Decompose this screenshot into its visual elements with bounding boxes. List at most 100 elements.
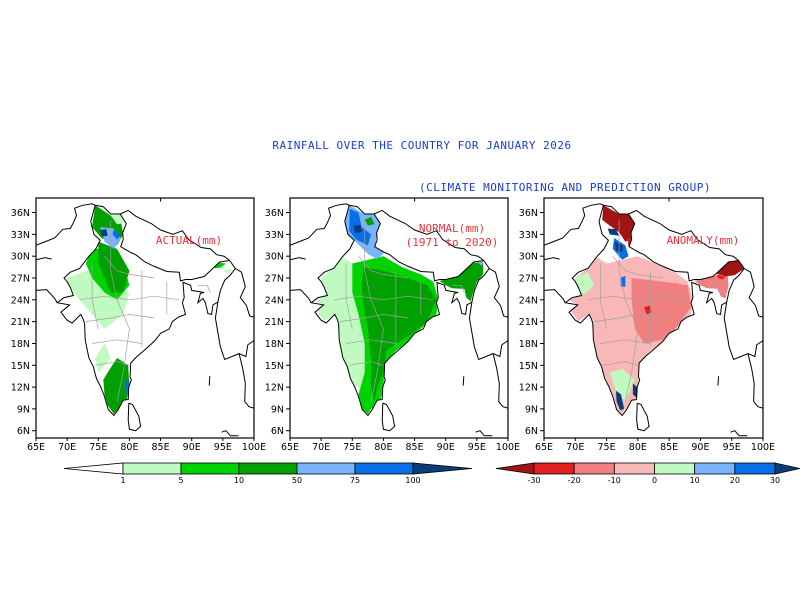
state-line: [587, 295, 688, 301]
y-tick-label: 12N: [265, 383, 284, 394]
x-tick-label: 70E: [58, 442, 76, 453]
state-line: [95, 361, 130, 366]
y-tick-label: 36N: [11, 208, 30, 219]
state-line: [603, 361, 638, 366]
y-tick-label: 15N: [519, 361, 538, 372]
y-tick-label: 6N: [271, 426, 284, 437]
field-region: [607, 228, 620, 236]
country-border: [290, 289, 312, 303]
country-border: [628, 209, 739, 261]
x-tick-label: 75E: [598, 442, 616, 453]
state-boundaries: [587, 219, 720, 402]
country-border: [544, 203, 604, 246]
field-region: [609, 368, 635, 402]
country-border: [373, 209, 485, 261]
country-border: [462, 376, 465, 386]
y-tick-label: 24N: [11, 295, 30, 306]
panel-label: ACTUAL(mm): [156, 234, 222, 247]
rainfall-field: [67, 205, 232, 414]
country-border: [717, 376, 720, 386]
y-tick-label: 12N: [519, 383, 538, 394]
y-tick-label: 27N: [11, 274, 30, 285]
state-line: [364, 219, 384, 402]
country-border: [290, 203, 350, 246]
colorbar-label: 20: [730, 476, 740, 485]
y-tick-label: 18N: [265, 339, 284, 350]
x-tick-label: 65E: [281, 442, 299, 453]
state-line: [91, 263, 99, 329]
state-line: [110, 219, 130, 402]
field-region: [361, 267, 437, 402]
map-panel-actual: 36N 33N 30N 27N 24N 21N 18N 15N 12N 9N 6N 65E 70E 75E…: [11, 197, 266, 453]
country-border: [214, 301, 254, 409]
state-line: [600, 339, 651, 344]
colorbar-box: [180, 462, 240, 475]
colorbar-label: 1: [120, 476, 125, 485]
country-border: [290, 257, 306, 261]
x-tick-label: 85E: [660, 442, 678, 453]
map-panel-anomaly: 36N 33N 30N 27N 24N 21N 18N 15N 12N 9N 6N 65E 70E 75E…: [519, 197, 775, 453]
state-line: [333, 295, 434, 301]
colorbar-box: [654, 462, 696, 475]
colorbar-label: 0: [652, 476, 657, 485]
y-tick-label: 18N: [519, 339, 538, 350]
x-tick-label: 95E: [723, 442, 741, 453]
panel-label: (1971 to 2020): [406, 236, 499, 249]
y-tick-label: 9N: [525, 404, 538, 415]
map-panel-normal: 36N 33N 30N 27N 24N 21N 18N 15N 12N 9N 6N 65E 70E 75E…: [265, 197, 520, 453]
field-region: [632, 383, 638, 398]
x-tick-label: 90E: [183, 442, 201, 453]
field-region: [95, 343, 111, 373]
y-tick-label: 6N: [525, 426, 538, 437]
india-outline: [309, 204, 490, 417]
colorbar-box: [573, 462, 615, 475]
country-border: [221, 430, 239, 437]
field-region: [353, 224, 362, 233]
x-tick-label: 70E: [312, 442, 330, 453]
panel-label: NORMAL(mm): [419, 222, 485, 235]
colorbar-box: [613, 462, 655, 475]
y-tick-label: 6N: [17, 426, 30, 437]
y-tick-label: 12N: [11, 383, 30, 394]
country-border: [492, 340, 508, 358]
field-region: [364, 216, 375, 226]
colorbar-box: [296, 462, 356, 475]
x-tick-label: 85E: [406, 442, 424, 453]
field-region: [716, 260, 745, 277]
country-border: [235, 268, 254, 318]
x-tick-label: 70E: [566, 442, 584, 453]
india-outline: [55, 204, 236, 417]
country-border: [747, 340, 763, 358]
y-tick-label: 27N: [265, 274, 284, 285]
country-border: [36, 289, 58, 303]
state-line: [599, 263, 607, 329]
country-border: [36, 257, 52, 261]
colorbar-label: 10: [234, 476, 244, 485]
y-tick-label: 30N: [265, 252, 284, 263]
colorbar-label: -30: [527, 476, 540, 485]
field-region: [644, 305, 652, 315]
colorbar-high-triangle: [412, 462, 473, 475]
y-tick-label: 33N: [11, 230, 30, 241]
field-region: [476, 261, 484, 266]
state-boundaries: [333, 219, 465, 402]
rainfall-field: [314, 205, 484, 414]
y-tick-label: 24N: [265, 295, 284, 306]
field-region: [67, 270, 130, 329]
country-border: [544, 257, 560, 261]
field-region: [314, 256, 365, 388]
colorbar-box: [533, 462, 575, 475]
colorbar-anomaly: -30 -20 -10 0 10 20 30: [495, 462, 800, 485]
colorbar-box: [734, 462, 776, 475]
colorbar-label: 100: [405, 476, 420, 485]
india-outline: [564, 204, 745, 417]
field-region: [439, 262, 484, 302]
y-tick-label: 36N: [519, 208, 538, 219]
state-line: [197, 284, 211, 293]
colorbar-label: 50: [292, 476, 302, 485]
colorbar-label: 75: [350, 476, 360, 485]
state-line: [451, 284, 465, 293]
x-tick-label: 80E: [629, 442, 647, 453]
x-tick-label: 90E: [691, 442, 709, 453]
y-tick-label: 18N: [11, 339, 30, 350]
